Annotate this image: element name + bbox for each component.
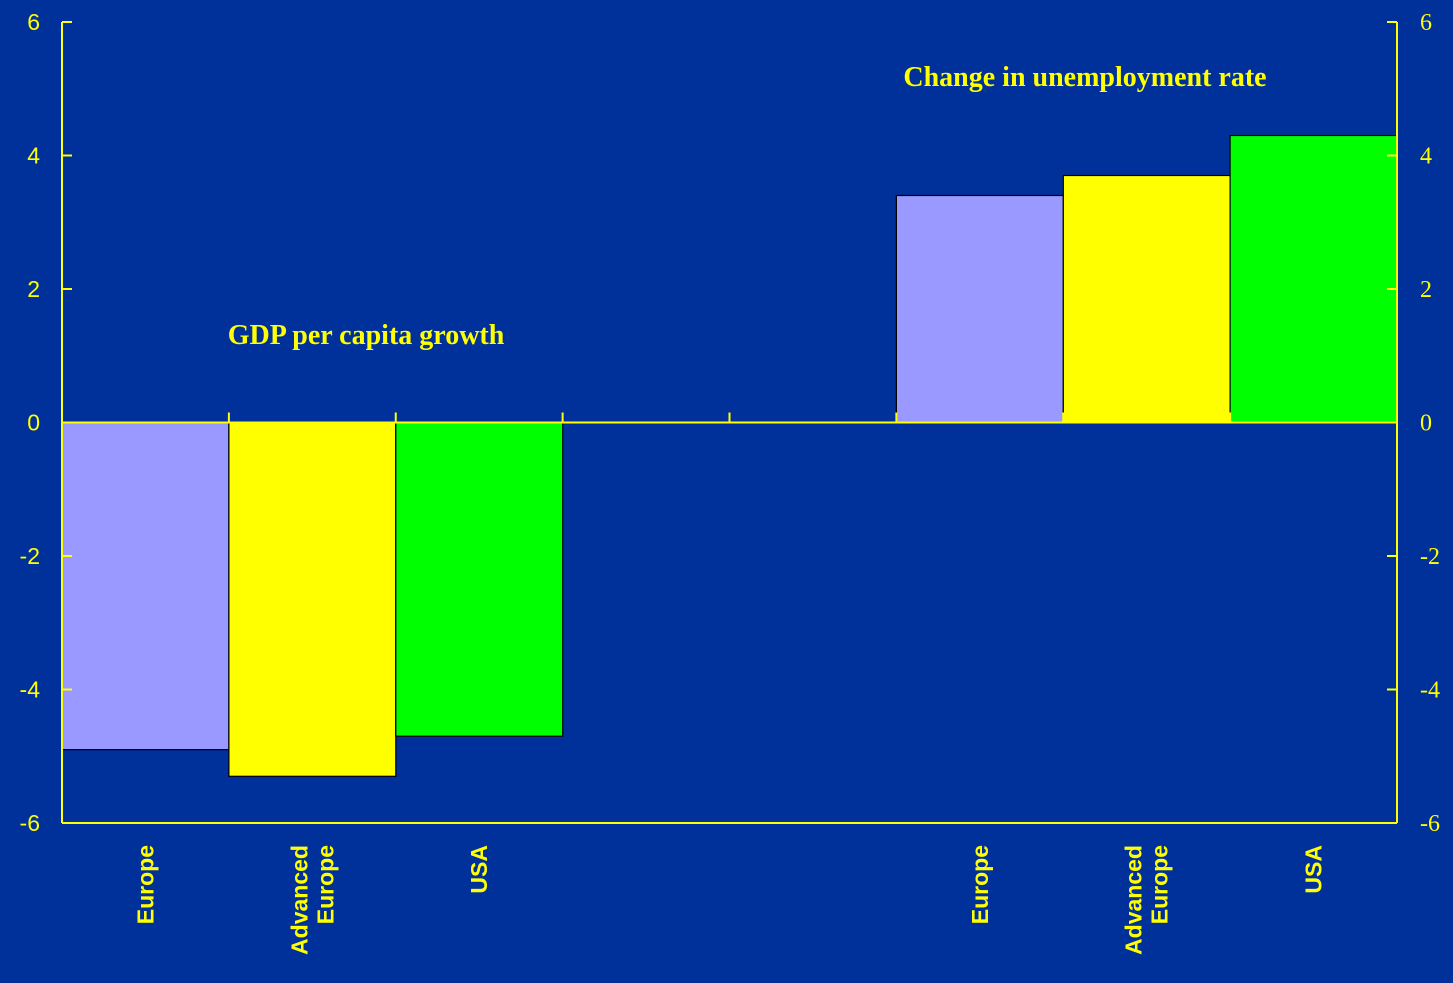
category-label-line: Advanced bbox=[286, 845, 312, 955]
bars bbox=[61, 134, 1398, 777]
category-label: USA bbox=[466, 845, 492, 894]
right-tick-label: -2 bbox=[1420, 544, 1440, 570]
left-tick-label: -2 bbox=[20, 543, 40, 569]
category-label-line: USA bbox=[1301, 845, 1327, 894]
annotation-gdp: GDP per capita growth bbox=[228, 320, 505, 351]
category-labels: Europe AdvancedEurope USA Europe AdvancedEur… bbox=[132, 845, 1326, 955]
right-tick-label: -6 bbox=[1420, 811, 1440, 837]
left-tick-label: 2 bbox=[27, 276, 40, 302]
bar-unemployment-0 bbox=[895, 194, 1064, 424]
category-label-line: USA bbox=[466, 845, 492, 894]
right-tick-label: 4 bbox=[1420, 144, 1432, 170]
bar-gdp-1 bbox=[228, 421, 397, 777]
category-label: AdvancedEurope bbox=[1121, 845, 1173, 955]
annotations: GDP per capita growth Change in unemploym… bbox=[228, 62, 1267, 351]
left-tick-label: 0 bbox=[27, 410, 40, 436]
right-tick-label: 2 bbox=[1420, 277, 1432, 303]
bar-unemployment-1 bbox=[1062, 174, 1231, 424]
bar-unemployment-2 bbox=[1229, 134, 1398, 424]
left-tick-label: -6 bbox=[20, 810, 40, 836]
right-tick-label: 6 bbox=[1420, 10, 1432, 36]
bar-gdp-0 bbox=[61, 421, 230, 751]
left-tick-label: 6 bbox=[27, 9, 40, 35]
right-tick-label: -4 bbox=[1420, 678, 1440, 704]
tick-labels: 6 6 4 4 2 2 0 0 -2 -2 -4 -4 -6 -6 bbox=[20, 9, 1440, 837]
category-label: Europe bbox=[132, 845, 158, 924]
bar-gdp-2 bbox=[395, 421, 564, 737]
category-label-line: Advanced bbox=[1121, 845, 1147, 955]
right-tick-label: 0 bbox=[1420, 411, 1432, 437]
category-label: Europe bbox=[967, 845, 993, 924]
category-label-line: Europe bbox=[1147, 845, 1173, 924]
left-tick-label: -4 bbox=[20, 677, 41, 703]
category-label: USA bbox=[1301, 845, 1327, 894]
category-label-line: Europe bbox=[132, 845, 158, 924]
left-tick-label: 4 bbox=[27, 143, 40, 169]
category-label-line: Europe bbox=[967, 845, 993, 924]
axes bbox=[61, 21, 1398, 824]
annotation-unemployment: Change in unemployment rate bbox=[903, 62, 1266, 93]
category-label-line: Europe bbox=[312, 845, 338, 924]
category-label: AdvancedEurope bbox=[286, 845, 338, 955]
